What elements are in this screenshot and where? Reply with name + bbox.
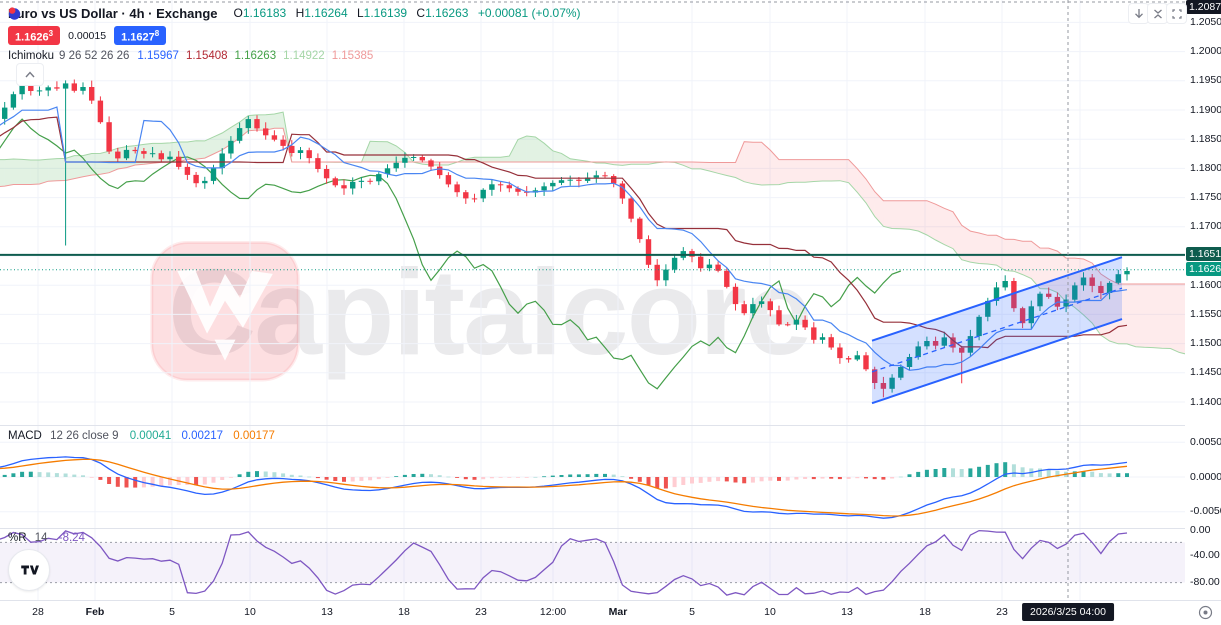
change-value: +0.00081 (+0.07%) [477, 6, 581, 20]
tradingview-logo[interactable] [8, 549, 50, 591]
percent-r-params: 14 [34, 532, 48, 544]
time-tick: 12:00 [539, 606, 567, 618]
close-value: 1.16263 [425, 6, 469, 20]
macd-params: 12 26 close 9 [50, 430, 119, 442]
macd-hist-value: 0.00041 [129, 430, 172, 442]
percent-r-legend[interactable]: %R 14 -8.24 [8, 532, 85, 544]
time-tick: 28 [32, 606, 44, 618]
time-tick: 23 [996, 606, 1008, 618]
low-value: 1.16139 [363, 6, 408, 20]
ichimoku-legend[interactable]: Ichimoku 9 26 52 26 26 1.15967 1.15408 1… [8, 50, 581, 62]
collapse-pane-button[interactable] [1147, 3, 1168, 24]
maximize-icon [1171, 8, 1182, 19]
symbol-title[interactable]: Euro vs US Dollar · 4h · Exchange [8, 5, 218, 21]
price-tick: 1.19000 [1190, 103, 1221, 116]
last-price-label: 1.16263 [1186, 262, 1221, 277]
axis-separator [0, 600, 1221, 601]
parallel-channel-drawing [871, 256, 1123, 405]
price-tick: 1.19500 [1190, 74, 1221, 87]
crosshair-time-label: 2026/3/25 04:00 [1022, 603, 1114, 621]
open-label: O [233, 6, 243, 20]
macd-line [0, 456, 1128, 519]
high-value: 1.16264 [304, 6, 348, 20]
ichimoku-params: 9 26 52 26 26 [59, 50, 130, 62]
price-pane[interactable] [0, 0, 1185, 426]
price-tick: 1.14500 [1190, 366, 1221, 379]
macd-pane[interactable] [0, 426, 1185, 528]
percent-r-pane[interactable] [0, 529, 1185, 600]
close-label: C [416, 6, 426, 20]
open-value: 1.16183 [242, 6, 287, 20]
percent-r-value: -8.24 [58, 532, 85, 544]
sell-button[interactable]: 1.16263 [8, 25, 61, 46]
percent-r-tick: -80.00 [1190, 576, 1220, 589]
scroll-target-icon[interactable] [1196, 603, 1214, 621]
macd-legend[interactable]: MACD 12 26 close 9 0.00041 0.00217 0.001… [8, 430, 275, 442]
price-tick: 1.17000 [1190, 220, 1221, 233]
macd-line-value: 0.00217 [181, 430, 224, 442]
price-tick: 1.18500 [1190, 132, 1221, 145]
low-label: L [356, 6, 364, 20]
ichimoku-name: Ichimoku [8, 50, 55, 62]
collapse-legend-button[interactable] [16, 63, 44, 86]
buy-button[interactable]: 1.16278 [114, 25, 167, 46]
hline-price-label: 1.16519 [1186, 247, 1221, 262]
price-tick: 1.16000 [1190, 278, 1221, 291]
time-tick: 13 [321, 606, 333, 618]
collapse-icon [1153, 9, 1162, 18]
kijun-value: 1.15408 [185, 50, 228, 62]
macd-tick: 0.00000 [1190, 470, 1221, 483]
time-tick: 18 [398, 606, 410, 618]
time-tick: 5 [689, 606, 695, 618]
price-tick: 1.15000 [1190, 337, 1221, 350]
time-tick: 13 [841, 606, 853, 618]
macd-signal-line [0, 458, 1128, 517]
symbol-logo-icon [8, 6, 21, 20]
percent-r-line [0, 529, 1128, 596]
arrow-down-icon [1134, 8, 1143, 18]
time-axis[interactable]: 2026/3/25 04:00 28 Feb 5 10 13 18 23 12:00 Mar 5 1… [0, 601, 1221, 625]
price-tick: 1.20000 [1190, 45, 1221, 58]
time-tick: Mar [608, 606, 628, 618]
chart-header: Euro vs US Dollar · 4h · Exchange O1.161… [8, 4, 581, 62]
time-tick: 23 [475, 606, 487, 618]
price-tick: 1.15500 [1190, 307, 1221, 320]
lead-a-value: 1.14922 [283, 50, 325, 62]
lead-b-value: 1.15385 [331, 50, 374, 62]
price-tick: 1.20500 [1190, 15, 1221, 28]
maximize-pane-button[interactable] [1166, 3, 1187, 24]
macd-signal-value: 0.00177 [233, 430, 275, 442]
chikou-value: 1.16263 [234, 50, 277, 62]
macd-name: MACD [8, 430, 42, 442]
macd-histogram [2, 462, 1129, 489]
tenkan-value: 1.15967 [137, 50, 179, 62]
pane-separator[interactable] [0, 425, 1221, 426]
time-tick: Feb [85, 606, 105, 618]
time-tick: 5 [169, 606, 175, 618]
crosshair-price-label: 1.20870 [1186, 0, 1221, 14]
price-axis[interactable]: 1.20870 1.16519 1.16263 1.20500 1.20000 1.… [1185, 0, 1221, 600]
tradingview-logo-icon [21, 565, 39, 575]
time-tick: 18 [919, 606, 931, 618]
time-tick: 10 [764, 606, 776, 618]
time-tick: 10 [244, 606, 256, 618]
price-tick: 1.17500 [1190, 191, 1221, 204]
spread-value: 0.00015 [68, 29, 107, 42]
scroll-to-recent-button[interactable] [1128, 3, 1149, 24]
percent-r-tick: -40.00 [1190, 549, 1220, 562]
ohlc-values: O1.16183 H1.16264 L1.16139 C1.16263 +0.0… [228, 6, 581, 20]
percent-r-name: %R [8, 532, 27, 544]
percent-r-tick: 0.00 [1190, 524, 1211, 536]
price-tick: 1.18000 [1190, 161, 1221, 174]
pane-separator[interactable] [0, 528, 1221, 529]
high-label: H [295, 6, 305, 20]
chevron-up-icon [25, 71, 35, 78]
